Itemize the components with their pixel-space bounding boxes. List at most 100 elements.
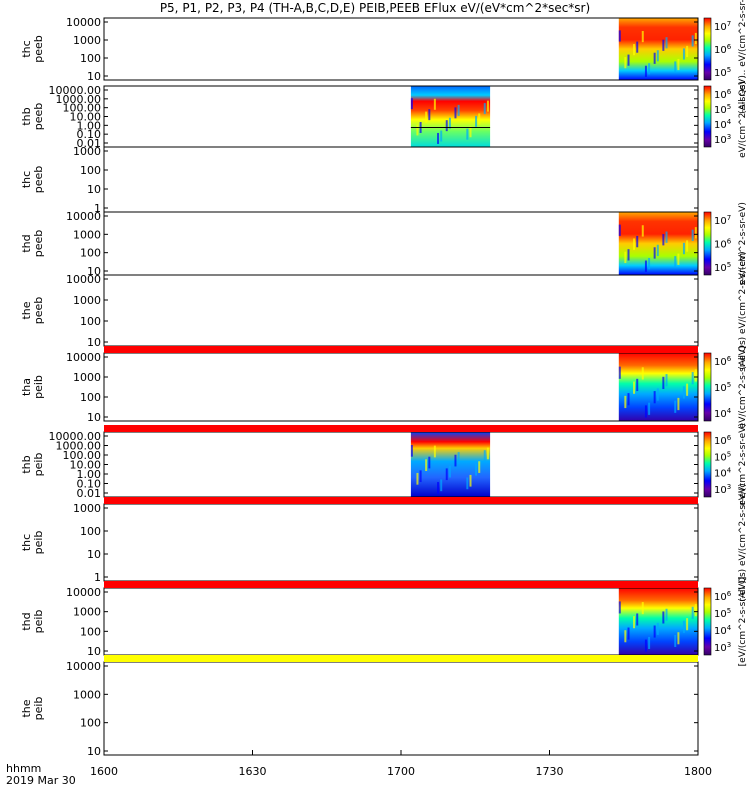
status-band xyxy=(104,655,698,662)
panel-frame xyxy=(103,503,699,582)
y-tick-label: 0.10 xyxy=(77,128,102,141)
y-tick-label: 10 xyxy=(87,265,101,278)
spectrogram-texture xyxy=(440,479,443,492)
date-label: 2019 Mar 30 xyxy=(6,774,76,787)
spectrogram-texture xyxy=(656,388,659,401)
colorbar-tick-label: 104 xyxy=(714,407,732,420)
y-tick-label: 1000 xyxy=(73,34,101,47)
spectrogram-texture xyxy=(641,367,644,380)
x-tick-label: 1730 xyxy=(536,765,564,778)
panel-thd-peeb: 10 100 1000 10000 thd peeb 105 106 107 eV/(cm^2-s… xyxy=(20,202,748,285)
spectrogram-texture xyxy=(636,41,639,53)
panel-the-peib: 10 100 1000 10000 the peib xyxy=(20,660,699,758)
y-axis-label-sat: tha xyxy=(20,378,33,396)
panel-frame xyxy=(103,146,699,213)
spectrogram-texture xyxy=(469,474,472,487)
colorbar-tick-label: 107 xyxy=(714,214,731,227)
spectrogram-texture xyxy=(691,35,694,47)
spectrogram-texture xyxy=(694,604,697,617)
colorbar-tick-label: 106 xyxy=(714,590,732,603)
hhmm-label: hhmm xyxy=(6,762,42,775)
colorbar-label: (All Qs) eV/(cm^2-s-sr-eV) xyxy=(738,483,748,601)
y-tick-label: 10000.00 xyxy=(49,84,102,97)
colorbar-tick-label: 105 xyxy=(714,450,731,463)
spectrogram-texture xyxy=(445,120,448,132)
y-axis-label-sat: thb xyxy=(20,455,33,473)
spectrogram-texture xyxy=(454,454,457,467)
colorbar-tick-label: 106 xyxy=(714,434,732,447)
spectrogram-texture xyxy=(618,224,621,236)
spectrogram-texture xyxy=(648,63,651,75)
colorbar xyxy=(703,17,712,81)
colorbar xyxy=(703,431,712,498)
y-axis-label-sat: thb xyxy=(20,107,33,125)
colorbar xyxy=(703,211,712,276)
status-band xyxy=(104,497,698,504)
spectrogram-texture xyxy=(618,366,621,379)
spectrogram-texture xyxy=(627,249,630,261)
y-axis-label-product: peeb xyxy=(32,297,45,325)
panel-thc-peeb: 1 10 100 1000 thc peeb xyxy=(20,145,699,215)
y-axis-label-sat: thc xyxy=(20,171,33,188)
spectrogram-texture xyxy=(475,115,478,127)
spectrogram-texture xyxy=(674,61,677,73)
y-tick-label: 10 xyxy=(87,70,101,83)
y-axis-label-product: peib xyxy=(32,375,45,399)
y-tick-label: 1 xyxy=(94,571,101,584)
spectrogram-texture xyxy=(648,636,651,649)
y-axis-label-product: peib xyxy=(32,453,45,477)
panel-frame xyxy=(103,661,699,756)
spectrogram-texture xyxy=(648,402,651,415)
spectrogram-texture xyxy=(694,227,697,239)
y-tick-label: 100 xyxy=(80,315,101,328)
spectrogram-texture xyxy=(653,52,656,64)
spectrogram-texture xyxy=(428,456,431,469)
spectrogram-texture xyxy=(636,235,639,248)
y-tick-label: 10 xyxy=(87,336,101,349)
spectrogram-texture xyxy=(656,50,659,62)
spectrogram-texture xyxy=(662,39,665,51)
spectrogram-texture xyxy=(677,632,680,645)
panel-thd-peib: 10 100 1000 10000 thd peib 103 104 105 106 [eV/(cm… xyxy=(20,577,748,667)
spectrogram-texture xyxy=(691,606,694,619)
y-axis-label-sat: thc xyxy=(20,534,33,551)
spectrogram-texture xyxy=(653,247,656,259)
spectrogram-texture xyxy=(483,450,486,462)
spectrogram-texture xyxy=(486,447,489,460)
spectrogram-texture xyxy=(694,32,697,45)
spectrogram-texture xyxy=(648,257,651,270)
status-band xyxy=(104,346,698,353)
spectrogram-texture xyxy=(686,45,689,58)
spectrogram-texture xyxy=(475,463,478,476)
y-tick-label: 100 xyxy=(80,247,101,260)
y-tick-label: 10 xyxy=(87,645,101,658)
panel-frame xyxy=(103,274,699,347)
y-tick-label: 10000 xyxy=(66,210,101,223)
spectrogram-texture xyxy=(677,253,680,265)
panel-frame xyxy=(103,587,699,656)
y-axis-label-product: peeb xyxy=(32,230,45,258)
colorbar-label: [eV/(cm^2-s-sr-eV)] xyxy=(738,577,748,667)
panel-frame xyxy=(103,17,699,81)
panel-thc-peeb: 10 100 1000 10000 thc peeb 105 106 107 (All Qs) .… xyxy=(20,0,748,114)
colorbar-label: eV/(cm^2-s-sr-eV) xyxy=(738,75,748,158)
spectrogram-texture xyxy=(425,111,428,123)
y-tick-label: 1 xyxy=(94,202,101,215)
spectrogram-texture xyxy=(618,601,621,614)
y-axis-label-sat: thd xyxy=(20,612,33,630)
y-tick-label: 100 xyxy=(80,625,101,638)
colorbar xyxy=(703,352,712,422)
spectrogram-texture xyxy=(478,461,481,473)
spectrogram-texture xyxy=(624,630,627,643)
y-axis-label-product: peeb xyxy=(32,166,45,194)
spectrogram-block xyxy=(410,432,491,497)
y-tick-label: 100 xyxy=(80,391,101,404)
y-tick-label: 1000 xyxy=(73,502,101,515)
colorbar-tick-label: 106 xyxy=(714,238,732,251)
panel-frame xyxy=(103,211,699,276)
spectrogram-texture xyxy=(686,383,689,396)
y-tick-label: 10 xyxy=(87,548,101,561)
status-band xyxy=(104,425,698,432)
spectrogram-texture xyxy=(433,98,436,110)
